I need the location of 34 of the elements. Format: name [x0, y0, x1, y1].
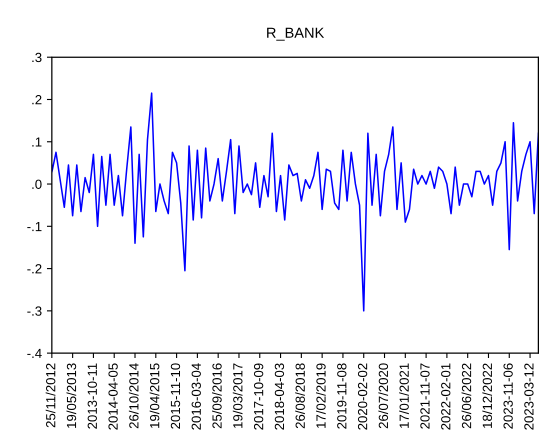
x-tick-label: 2019-11-08 [337, 363, 346, 429]
x-tick-label: 26/10/2014 [128, 363, 139, 428]
x-tick-label: 2016-03-04 [192, 363, 201, 430]
y-tick-label: -.3 [27, 306, 42, 316]
x-tick-label: 17/01/2021 [399, 363, 409, 428]
y-tick-label: .3 [32, 52, 42, 62]
y-tick-label: -.1 [27, 222, 42, 232]
x-tick-label: 17/02/2019 [316, 363, 326, 428]
x-tick-label: 2013-10-11 [88, 363, 97, 429]
x-tick-label: 19/05/2013 [66, 363, 76, 428]
x-tick-label: 2021-11-07 [420, 364, 430, 429]
x-tick-label: 2014-04-05 [108, 363, 118, 430]
x-tick-label: 26/08/2018 [295, 363, 305, 428]
x-tick-label: 19/03/2017 [232, 364, 243, 428]
x-tick-label: 18/12/2022 [482, 364, 492, 428]
x-tick-label: 2023-11-06 [503, 363, 513, 429]
x-tick-label: 2020-02-02 [358, 364, 368, 430]
x-tick-label: 2018-04-03 [274, 363, 284, 430]
x-tick-label: 2023-03-12 [524, 364, 534, 430]
x-tick-label: 26/07/2020 [378, 363, 388, 428]
x-tick-label: 2022-02-01 [441, 363, 450, 430]
y-tick-label: -.4 [27, 348, 42, 358]
y-tick-label: -.2 [27, 264, 42, 274]
line-series [52, 92, 538, 312]
x-tick-label: 25/09/2016 [212, 363, 222, 428]
x-tick-label: 25/11/2012 [46, 364, 56, 428]
y-tick-label: .2 [32, 95, 42, 104]
x-tick-label: 26/06/2022 [462, 364, 472, 428]
chart-title: R_BANK [267, 28, 324, 41]
y-tick-label: .0 [32, 180, 42, 189]
x-tick-label: 2017-10-09 [254, 363, 264, 430]
x-tick-label: 2015-11-10 [170, 363, 180, 429]
x-tick-label: 19/04/2015 [150, 363, 160, 428]
y-tick-label: .1 [32, 137, 42, 147]
